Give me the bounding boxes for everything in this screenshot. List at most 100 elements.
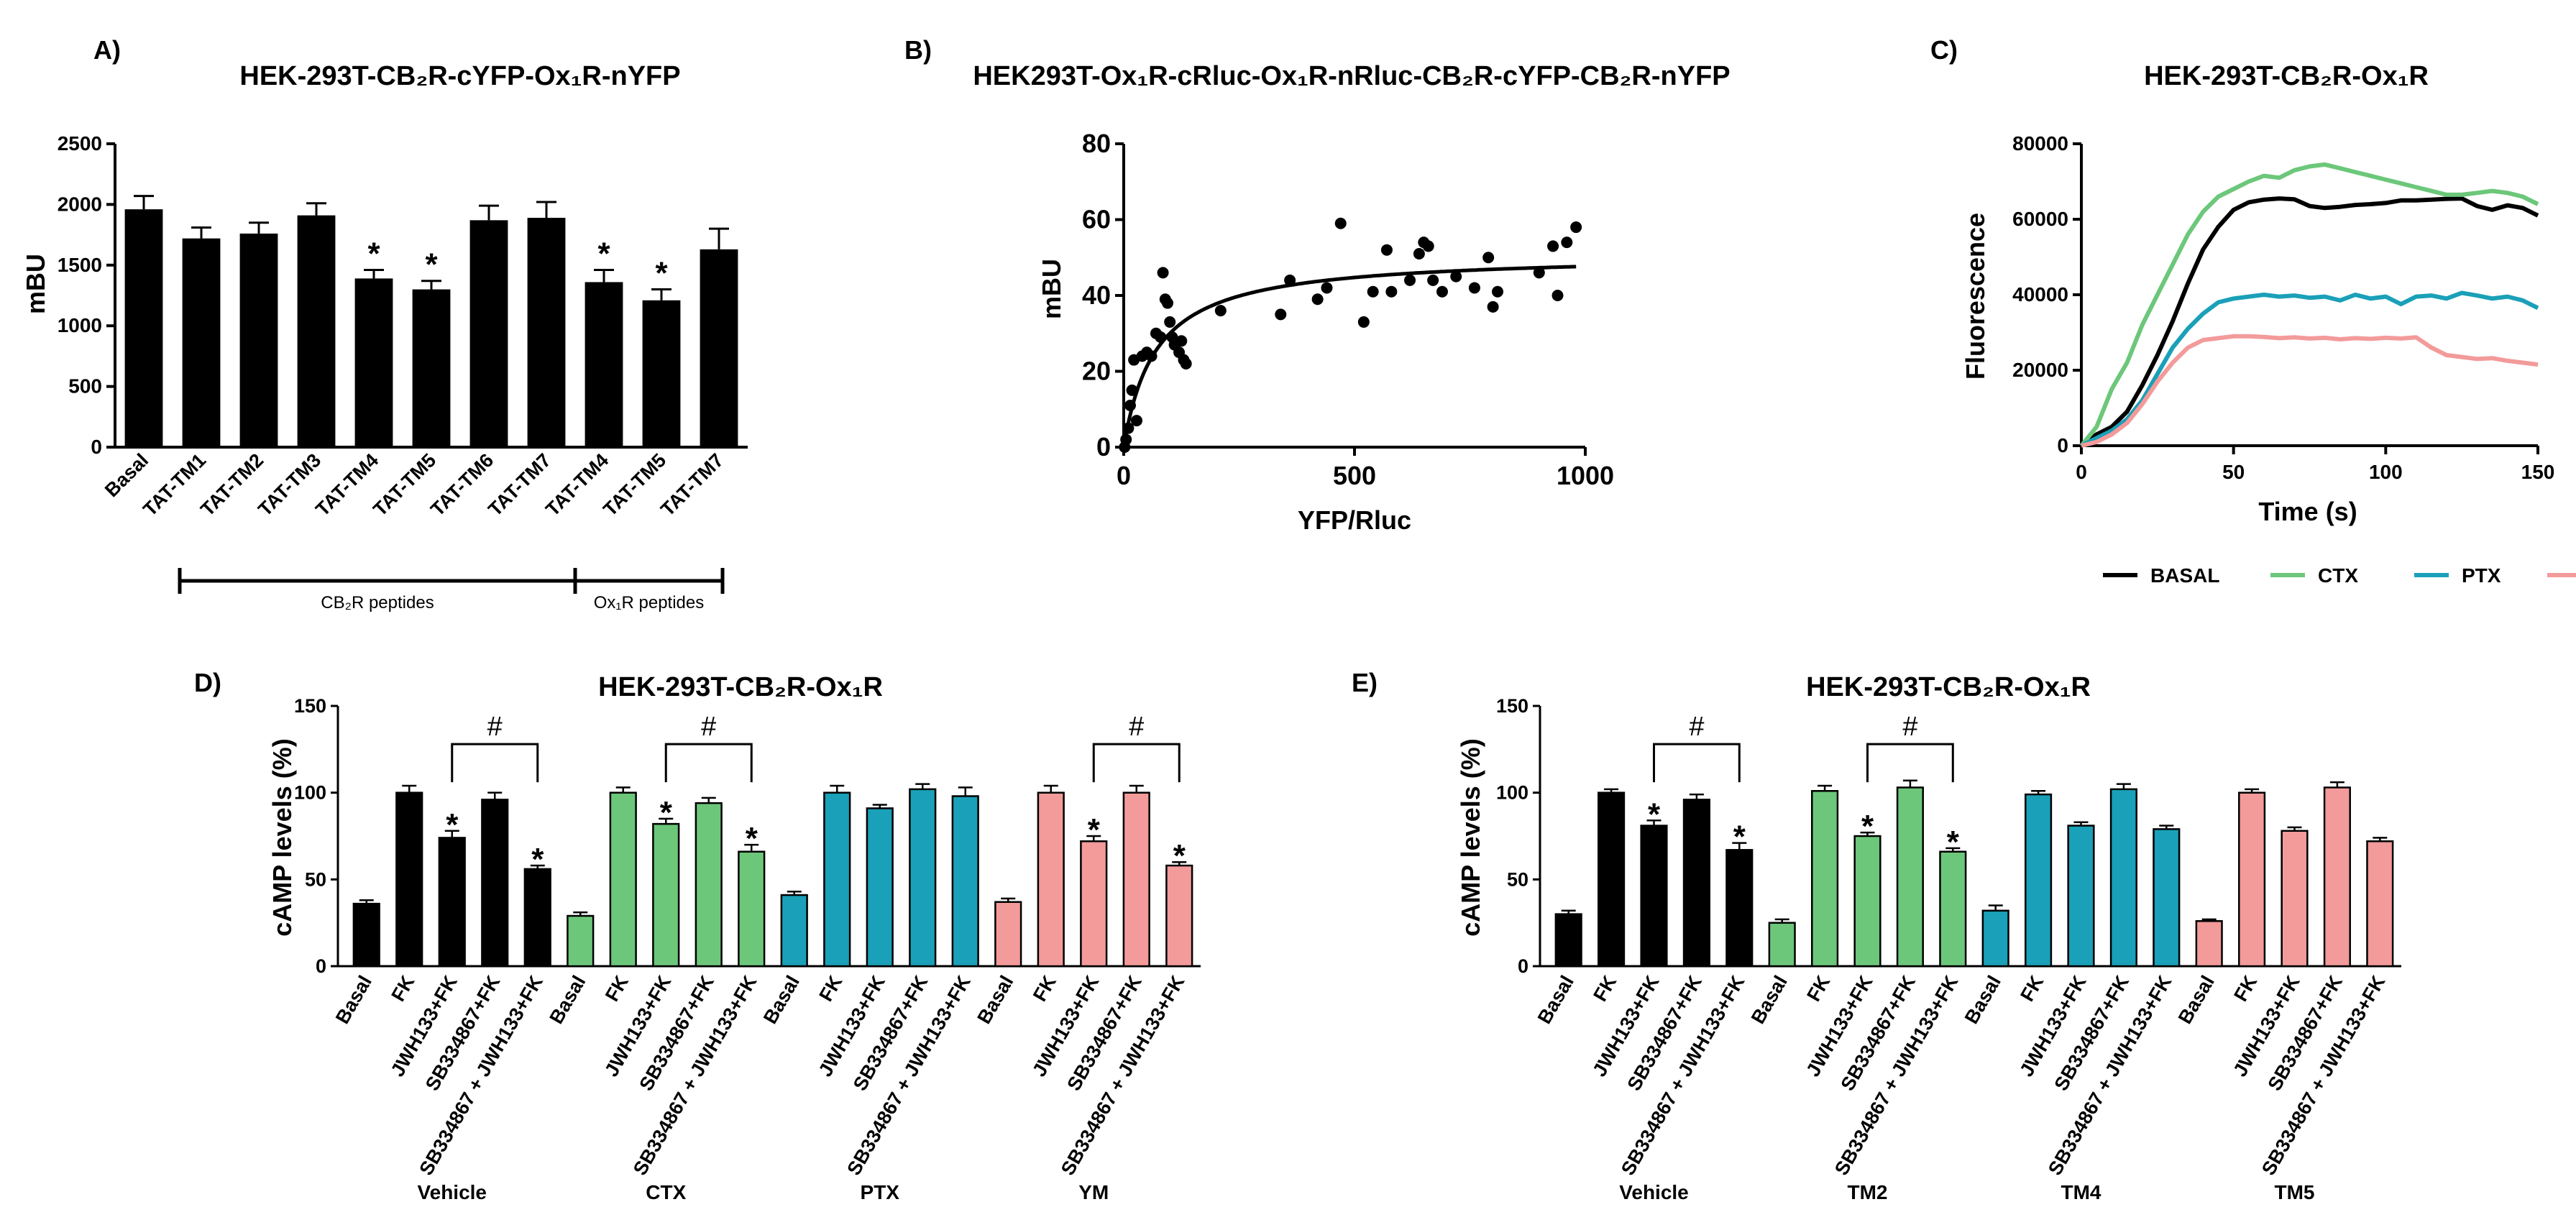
panel-c-legend-label-ptx: PTX — [2462, 564, 2501, 587]
panel-b-data-point — [1130, 415, 1142, 427]
panel-e-bar — [1853, 835, 1881, 968]
panel-a-ytick-label: 2000 — [58, 193, 102, 215]
panel-d-bar — [352, 902, 380, 968]
panel-b-label: B) — [904, 35, 932, 65]
panel-c-xlabel: Time (s) — [2258, 497, 2357, 526]
panel-d: D) HEK-293T-CB₂R-Ox₁R cAMP levels (%) 0 5… — [194, 668, 1201, 1203]
panel-d-group-label: CTX — [646, 1181, 686, 1203]
panel-a-category-label: TAT-TM6 — [426, 449, 498, 520]
panel-b: B) HEK293T-Ox₁R-cRluc-Ox₁R-nRluc-CB₂R-cY… — [904, 35, 1731, 535]
panel-d-significance-star: * — [1173, 838, 1186, 873]
panel-d-significance-star: * — [1088, 812, 1101, 848]
panel-d-group-label: Vehicle — [417, 1181, 487, 1203]
panel-d-bar — [1122, 791, 1150, 968]
panel-e-category-label: FK — [2229, 972, 2261, 1006]
panel-b-data-point — [1570, 221, 1582, 234]
panel-c-ytick-label: 20000 — [2012, 359, 2068, 381]
panel-e-group-label: TM4 — [2061, 1181, 2101, 1203]
panel-c: C) HEK-293T-CB₂R-Ox₁R Fluorescence Time … — [1930, 35, 2576, 587]
panel-e-bar — [2025, 793, 2053, 968]
panel-a-bar — [469, 220, 508, 447]
panel-b-ytick-label: 0 — [1096, 432, 1111, 462]
panel-e-category-label: Basal — [1534, 972, 1578, 1027]
panel-a-significance-star: * — [597, 237, 610, 272]
panel-d-bracket-hash: # — [487, 712, 503, 742]
panel-b-data-point — [1427, 274, 1439, 286]
panel-b-data-point — [1533, 267, 1545, 279]
panel-e-bar — [1640, 825, 1668, 968]
panel-e-significance-star: * — [1648, 797, 1661, 832]
panel-e-bar — [2195, 920, 2223, 968]
panel-b-data-point — [1450, 270, 1462, 283]
panel-a-group-label: CB₂R peptides — [321, 593, 434, 612]
panel-e-group-label: Vehicle — [1619, 1181, 1689, 1203]
panel-e-bar — [2109, 788, 2137, 968]
panel-e-ytick-label: 100 — [1496, 782, 1528, 804]
panel-e: E) HEK-293T-CB₂R-Ox₁R cAMP levels (%) 0 5… — [1352, 668, 2401, 1203]
panel-d-bar — [738, 850, 766, 968]
panel-c-legend-label-ctx: CTX — [2318, 564, 2358, 587]
panel-d-ylabel: cAMP levels (%) — [267, 738, 297, 936]
panel-a-bar — [642, 300, 681, 447]
panel-d-bar — [866, 807, 894, 968]
panel-d-category-label: Basal — [331, 972, 376, 1027]
panel-a-category-label: TAT-TM3 — [254, 449, 325, 520]
panel-d-bar — [652, 822, 680, 968]
panel-d-group-label: PTX — [861, 1181, 900, 1203]
panel-b-data-point — [1321, 282, 1333, 294]
panel-b-ytick-label: 20 — [1082, 357, 1111, 386]
panel-d-category-label: Basal — [973, 972, 1017, 1027]
panel-a-significance-star: * — [367, 237, 380, 272]
panel-d-bar — [1037, 791, 1065, 968]
panel-e-bar — [2281, 830, 2309, 968]
panel-e-category-label: Basal — [1961, 972, 2005, 1027]
panel-a-category-label: TAT-TM4 — [311, 449, 382, 520]
panel-a-bar — [527, 217, 566, 447]
panel-b-data-point — [1124, 399, 1136, 411]
panel-a-ytick-label: 2500 — [58, 132, 102, 155]
panel-e-bar — [2238, 791, 2266, 968]
panel-b-data-point — [1380, 244, 1393, 256]
panel-d-bar — [1165, 864, 1193, 968]
panel-d-category-label: FK — [815, 972, 846, 1006]
panel-d-bar — [695, 802, 723, 968]
panel-b-xtick-label: 0 — [1117, 461, 1131, 490]
panel-a-bar — [585, 282, 623, 447]
panel-b-ytick-label: 40 — [1082, 280, 1111, 310]
panel-d-category-label: FK — [387, 972, 418, 1006]
panel-b-data-point — [1404, 274, 1416, 286]
panel-c-series-line-basal — [2080, 196, 2539, 448]
panel-a-category-label: TAT-TM5 — [599, 449, 670, 520]
panel-b-data-point — [1436, 285, 1448, 298]
panel-b-data-point — [1547, 240, 1559, 252]
panel-b-title: HEK293T-Ox₁R-cRluc-Ox₁R-nRluc-CB₂R-cYFP-… — [973, 61, 1730, 91]
panel-b-data-point — [1367, 285, 1379, 298]
panel-b-data-point — [1468, 282, 1480, 294]
panel-b-data-point — [1422, 240, 1434, 252]
panel-c-series-line-ptx — [2080, 290, 2539, 448]
panel-b-data-point — [1145, 350, 1158, 362]
panel-c-ytick-label: 80000 — [2012, 132, 2068, 155]
panel-a-ytick-label: 1000 — [58, 314, 102, 336]
panel-a-group-label: Ox₁R peptides — [594, 593, 705, 612]
panel-d-significance-star: * — [660, 795, 673, 830]
panel-e-bar — [1896, 786, 1924, 968]
panel-b-data-point — [1334, 217, 1347, 229]
panel-b-data-point — [1482, 252, 1495, 264]
panel-e-category-label: Basal — [2174, 972, 2219, 1027]
panel-b-ytick-label: 80 — [1082, 129, 1111, 158]
panel-e-ytick-label: 0 — [1518, 955, 1528, 977]
panel-e-group-label: TM2 — [1848, 1181, 1888, 1203]
panel-e-category-label: FK — [1802, 972, 1834, 1006]
panel-b-data-point — [1214, 305, 1227, 317]
panel-c-legend: BASALCTXPTXYM — [2103, 564, 2576, 587]
panel-a-bar — [239, 233, 278, 447]
panel-e-label: E) — [1352, 668, 1378, 697]
panel-e-group-label: TM5 — [2275, 1181, 2315, 1203]
panel-d-category-label: FK — [1029, 972, 1060, 1006]
panel-d-comparison-bracket — [664, 743, 753, 783]
panel-d-bar — [909, 788, 937, 968]
panel-b-data-point — [1284, 274, 1296, 286]
panel-e-bar — [2153, 828, 2181, 968]
panel-c-ytick-label: 60000 — [2012, 208, 2068, 230]
